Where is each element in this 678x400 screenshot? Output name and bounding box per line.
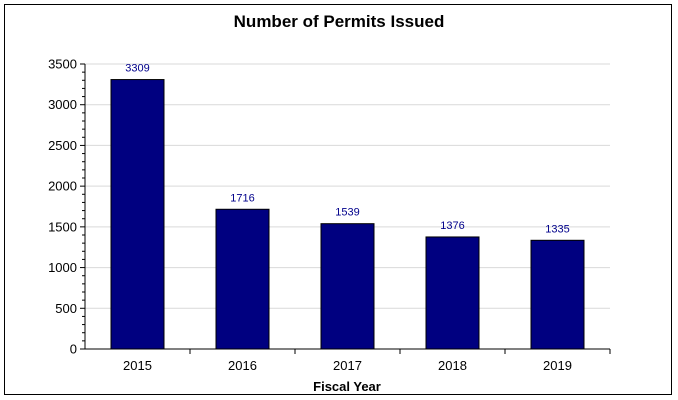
- y-tick-label: 2500: [48, 138, 77, 153]
- y-tick-label: 0: [70, 342, 77, 357]
- chart-title: Number of Permits Issued: [233, 12, 445, 31]
- data-label-2016: 1716: [230, 192, 254, 204]
- data-label-2015: 3309: [125, 63, 149, 75]
- x-tick-label: 2018: [438, 358, 467, 373]
- x-tick-label: 2015: [123, 358, 152, 373]
- data-label-2018: 1376: [440, 220, 464, 232]
- y-axis-ticks: 0 500 1000 1500 2000 2500 3000 3500: [48, 57, 85, 357]
- bar-2019: [530, 239, 585, 350]
- bar-2016: [215, 208, 270, 350]
- axes: [84, 64, 610, 350]
- x-tick-label: 2017: [333, 358, 362, 373]
- bar-2015: [110, 79, 165, 350]
- data-labels: 3309 1716 1539 1376 1335: [125, 63, 569, 236]
- x-tick-label: 2019: [543, 358, 572, 373]
- x-axis-ticks: 2015 2016 2017 2018 2019: [123, 349, 611, 373]
- bar-2017: [320, 223, 375, 350]
- y-tick-label: 500: [55, 301, 77, 316]
- bar-2018: [425, 236, 480, 350]
- bars: [110, 79, 585, 350]
- data-label-2017: 1539: [335, 207, 359, 219]
- y-tick-label: 2000: [48, 179, 77, 194]
- y-tick-label: 1000: [48, 260, 77, 275]
- y-tick-label: 3500: [48, 57, 77, 72]
- y-tick-label: 3000: [48, 97, 77, 112]
- x-axis-title: Fiscal Year: [313, 379, 381, 394]
- data-label-2019: 1335: [545, 223, 569, 235]
- x-tick-label: 2016: [228, 358, 257, 373]
- y-tick-label: 1500: [48, 219, 77, 234]
